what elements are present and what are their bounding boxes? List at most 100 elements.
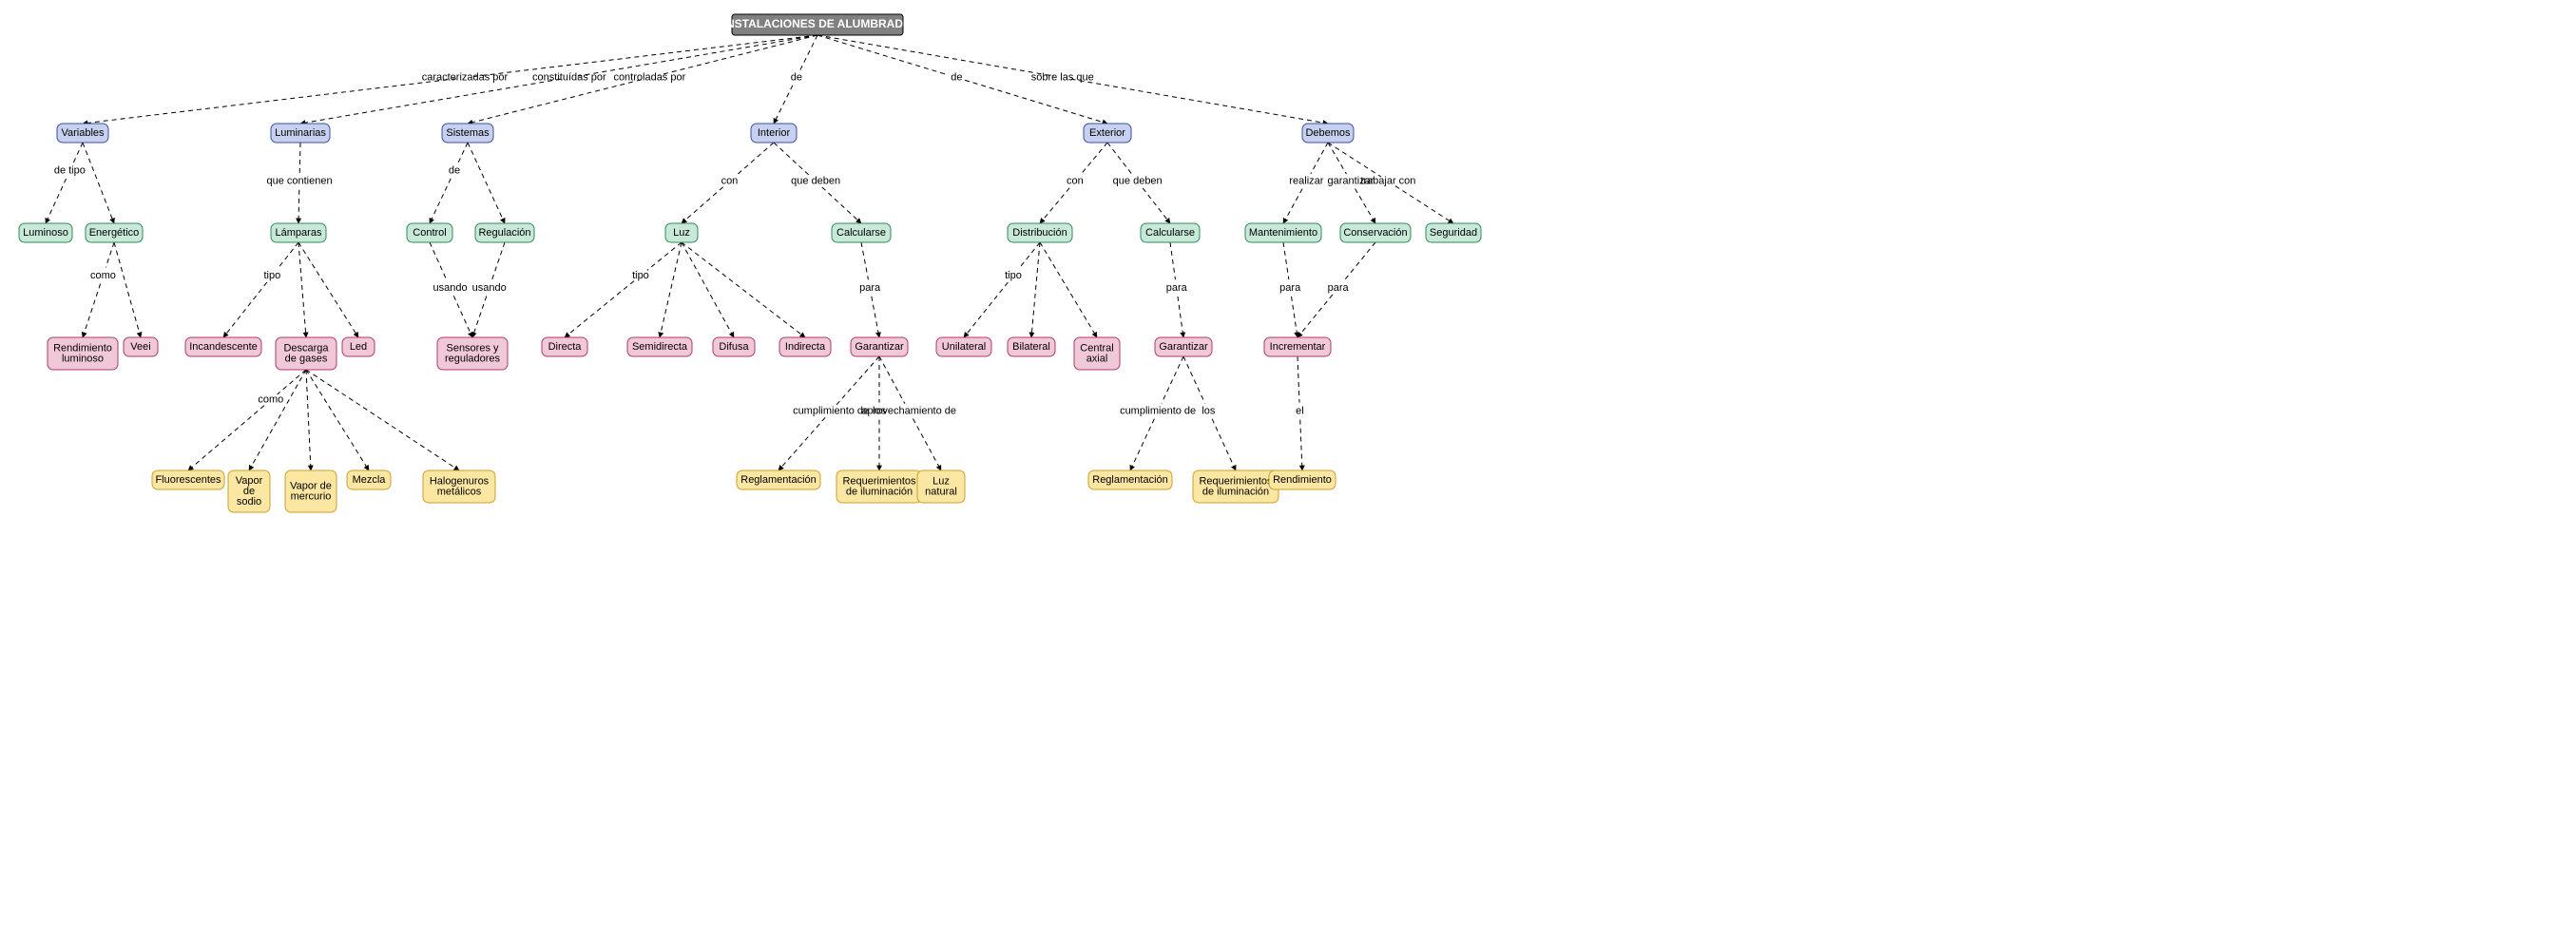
edge	[430, 179, 451, 223]
concept-map: caracterizadas porconstituídas porcontro…	[0, 0, 1483, 570]
node-label: Luminarias	[275, 127, 326, 139]
edge	[1143, 188, 1170, 223]
edge	[306, 370, 369, 470]
edge	[879, 356, 905, 404]
node-label: Energético	[89, 227, 140, 239]
node-reqilu2: Requerimientosde iluminación	[1193, 470, 1278, 503]
edge	[913, 419, 941, 470]
edge-label: realizar	[1289, 176, 1323, 187]
node-label: Calcularse	[836, 227, 886, 239]
edge	[872, 297, 879, 337]
node-unilat: Unilateral	[936, 337, 991, 356]
edge	[1355, 189, 1375, 223]
edge	[306, 370, 459, 470]
edge	[298, 242, 358, 337]
edge	[249, 370, 306, 470]
node-label: Incrementar	[1270, 341, 1326, 353]
edge-label: caracterizadas por	[422, 72, 509, 84]
node-debemos: Debemos	[1302, 124, 1354, 143]
node-descarga: Descargade gases	[276, 337, 336, 370]
node-label: Fluorescentes	[155, 474, 221, 486]
edge-label: usando	[433, 282, 468, 294]
node-label: Rendimiento	[1273, 474, 1332, 486]
node-distrib: Distribución	[1008, 223, 1072, 242]
node-rendlum: Rendimientoluminoso	[48, 337, 118, 370]
node-label: Unilateral	[942, 341, 986, 353]
node-reglam1: Reglamentación	[737, 470, 820, 489]
node-label: Mantenimiento	[1249, 227, 1317, 239]
node-label: Seguridad	[1430, 227, 1477, 239]
edge	[565, 281, 634, 337]
node-label: Requerimientosde iluminación	[1199, 475, 1273, 497]
node-reglam2: Reglamentación	[1088, 470, 1172, 489]
edge-label: de tipo	[54, 165, 86, 177]
node-label: Difusa	[719, 341, 749, 353]
node-luminoso: Luminoso	[19, 223, 72, 242]
edge-label: que deben	[1113, 176, 1163, 187]
edge	[114, 242, 141, 337]
node-label: Indirecta	[785, 341, 826, 353]
edge	[682, 242, 805, 337]
edge	[817, 35, 949, 75]
node-label: Directa	[548, 341, 583, 353]
node-root: INSTALACIONES DE ALUMBRADO	[723, 14, 913, 35]
edge	[817, 35, 1054, 76]
node-led: Led	[342, 337, 375, 356]
node-label: Mezcla	[353, 474, 387, 486]
node-garant2: Garantizar	[1155, 337, 1212, 356]
node-label: Veei	[130, 341, 150, 353]
edge	[1107, 143, 1132, 175]
edge	[1343, 242, 1375, 281]
edge-label: que deben	[791, 176, 840, 187]
node-label: Bilateral	[1012, 341, 1050, 353]
node-interior: Interior	[751, 124, 797, 143]
edge-label: con	[721, 176, 739, 187]
edge	[453, 296, 472, 337]
edge	[1298, 356, 1299, 403]
node-label: Garantizar	[1159, 341, 1208, 353]
edge	[800, 35, 817, 70]
edge-label: cumplimiento de	[793, 406, 869, 417]
edge	[473, 35, 817, 77]
edge-label: controladas por	[613, 72, 685, 84]
edge	[492, 242, 505, 279]
node-variables: Variables	[57, 124, 108, 143]
edge	[965, 80, 1107, 124]
edge	[468, 143, 505, 223]
edge	[300, 79, 561, 124]
node-luz: Luz	[665, 223, 698, 242]
node-label: Luminoso	[23, 227, 68, 239]
node-garant1: Garantizar	[851, 337, 908, 356]
edge	[1292, 297, 1298, 337]
edge	[299, 143, 300, 173]
node-calcularse1: Calcularse	[832, 223, 891, 242]
node-label: Interior	[758, 127, 791, 139]
node-vmerc: Vapor demercurio	[285, 470, 336, 512]
edge-label: con	[1067, 176, 1084, 187]
edge	[1170, 242, 1175, 279]
edge	[83, 284, 101, 337]
edge	[861, 242, 868, 279]
edge-label: cumplimiento de	[1120, 406, 1196, 417]
edge	[1283, 189, 1302, 223]
edge	[1081, 143, 1107, 175]
node-reqilu1: Requerimientosde iluminación	[836, 470, 922, 503]
node-label: Variables	[61, 127, 105, 139]
edge	[1328, 143, 1381, 177]
edge	[468, 80, 642, 124]
node-label: Sensores yreguladores	[445, 342, 501, 364]
node-fluor: Fluorescentes	[152, 470, 224, 489]
node-seguridad: Seguridad	[1426, 223, 1481, 242]
edge	[83, 143, 114, 223]
node-label: Reglamentación	[740, 474, 817, 486]
node-label: Regulación	[478, 227, 530, 239]
node-exterior: Exterior	[1084, 124, 1131, 143]
edge	[647, 242, 682, 270]
node-label: Debemos	[1305, 127, 1351, 139]
edge	[1311, 143, 1328, 174]
edge	[278, 242, 298, 269]
edge	[458, 143, 468, 163]
edge	[1300, 420, 1302, 470]
node-increm: Incrementar	[1264, 337, 1331, 356]
node-caxial: Centralaxial	[1074, 337, 1120, 370]
